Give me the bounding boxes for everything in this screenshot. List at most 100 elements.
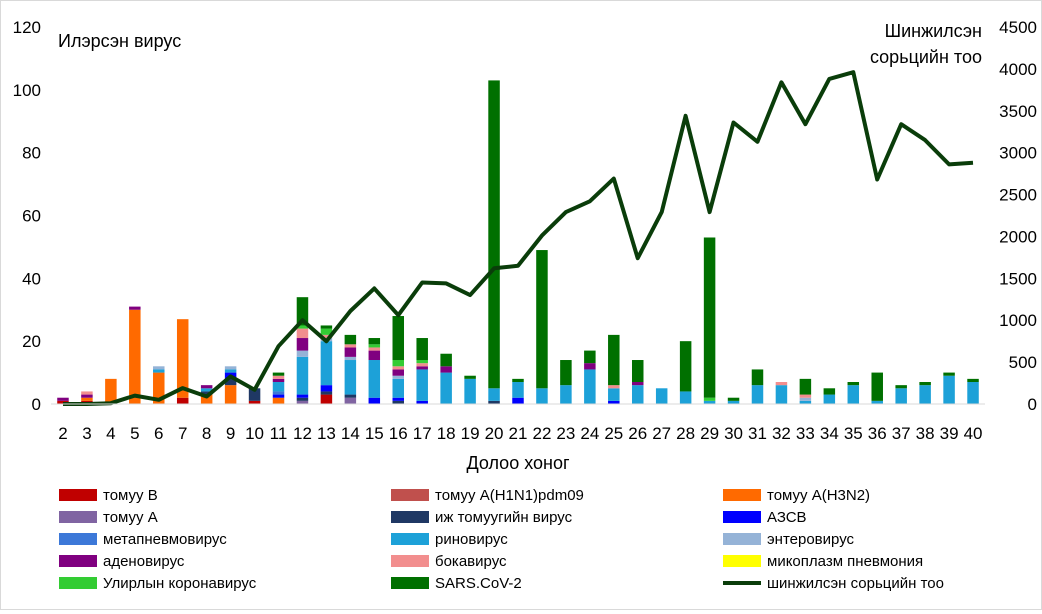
bar-segment: [392, 375, 405, 379]
x-tick-label: 31: [748, 424, 767, 443]
bar-segment: [847, 385, 860, 404]
x-tick-label: 20: [485, 424, 504, 443]
bar-segment: [368, 360, 381, 398]
bar-segment: [943, 372, 955, 376]
bar-segment: [320, 328, 333, 335]
x-tick-label: 3: [82, 424, 91, 443]
x-tick-label: 26: [628, 424, 647, 443]
bar-segment: [272, 391, 285, 395]
bar-segment: [320, 391, 333, 395]
bar-segment: [224, 378, 237, 386]
legend-swatch: [391, 577, 429, 589]
bar-segment: [272, 382, 285, 392]
bar-segment: [176, 319, 189, 398]
left-tick-label: 60: [22, 207, 41, 226]
bar-segment: [129, 306, 141, 310]
bar-segment: [416, 338, 428, 361]
bar-segment: [895, 385, 907, 389]
legend-swatch: [723, 489, 761, 501]
left-tick-label: 80: [22, 144, 41, 163]
bar-segment: [584, 369, 596, 404]
bar-segment: [488, 388, 500, 401]
bar-segment: [416, 360, 428, 364]
legend-label: бокавирус: [435, 553, 507, 570]
bar-segment: [81, 394, 93, 398]
x-tick-label: 12: [293, 424, 312, 443]
right-tick-label: 2000: [999, 227, 1037, 246]
right-tick-label: 4500: [999, 18, 1037, 37]
bar-segment: [847, 382, 860, 386]
legend-label: томуу B: [103, 487, 158, 504]
bar-segment: [320, 385, 333, 392]
bar-segment: [272, 372, 285, 376]
legend-label: АЗСВ: [767, 509, 807, 526]
x-tick-label: 7: [178, 424, 187, 443]
legend: томуу B томуу A(H1N1)pdm09 томуу A(H3N2) то…: [59, 487, 944, 592]
right-tick-label: 1000: [999, 311, 1037, 330]
right-tick-label: 500: [1009, 353, 1037, 372]
bar-segment: [272, 394, 285, 398]
bar-segment: [296, 297, 309, 326]
left-tick-label: 0: [32, 395, 41, 414]
bar-segment: [464, 375, 476, 379]
legend-label: томуу A(H3N2): [767, 487, 870, 504]
legend-swatch: [59, 511, 97, 523]
bar-segment: [296, 394, 309, 398]
bar-segment: [296, 338, 309, 351]
x-axis-label: Долоо хоног: [466, 453, 569, 473]
bar-segment: [105, 378, 117, 404]
bar-segment: [392, 316, 405, 361]
bar-segment: [320, 341, 333, 386]
x-tick-label: 34: [820, 424, 839, 443]
x-tick-label: 19: [461, 424, 480, 443]
bar-segment: [608, 388, 620, 401]
bar-segment: [224, 366, 237, 370]
legend-label: SARS.CoV-2: [435, 575, 522, 592]
bar-segment: [272, 375, 285, 379]
bar-segment: [344, 356, 357, 361]
bar-segment: [584, 363, 596, 370]
bar-segment: [296, 397, 309, 401]
bar-segment: [536, 250, 548, 389]
x-tick-label: 25: [604, 424, 623, 443]
bar-segment: [272, 378, 285, 383]
bar-segment: [320, 325, 333, 329]
bar-segment: [823, 388, 836, 395]
bar-segment: [392, 366, 405, 370]
bar-segment: [967, 378, 979, 383]
right-tick-label: 3000: [999, 144, 1037, 163]
right-tick-label: 2500: [999, 186, 1037, 205]
bar-segment: [57, 400, 69, 404]
bar-segment: [416, 363, 428, 367]
bar-segment: [919, 382, 931, 386]
x-tick-label: 39: [940, 424, 959, 443]
bar-segment: [440, 372, 452, 404]
bar-segment: [344, 347, 357, 357]
bar-segment: [608, 400, 620, 404]
bar-segment: [775, 382, 788, 386]
bar-segment: [296, 400, 309, 404]
bar-segment: [392, 360, 405, 367]
legend-swatch: [59, 555, 97, 567]
bar-segment: [536, 388, 548, 404]
bar-segment: [81, 397, 93, 401]
bar-segment: [440, 353, 452, 367]
bar-segment: [200, 388, 213, 392]
bar-segment: [344, 394, 357, 398]
bar-segment: [799, 378, 812, 395]
x-tick-label: 21: [509, 424, 528, 443]
bar-segment: [224, 385, 237, 404]
bar-segment: [416, 369, 428, 401]
left-tick-label: 40: [22, 269, 41, 288]
bar-segment: [320, 334, 333, 339]
bar-segment: [153, 369, 165, 373]
bar-segment: [703, 237, 716, 398]
bar-segment: [727, 397, 740, 401]
bar-segment: [392, 369, 405, 376]
legend-swatch: [391, 511, 429, 523]
bar-segment: [967, 382, 979, 404]
bar-segment: [200, 385, 213, 389]
bar-segment: [296, 328, 309, 339]
